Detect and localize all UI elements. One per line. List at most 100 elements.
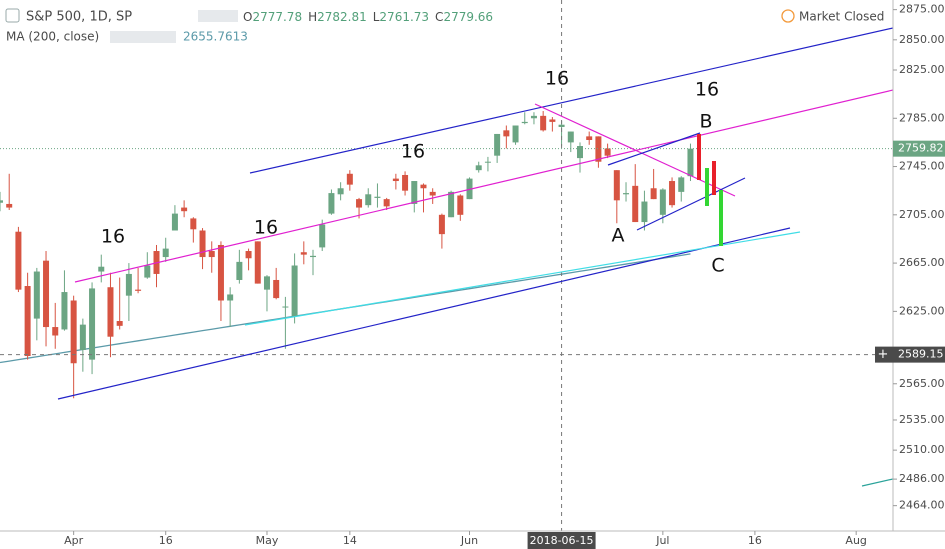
candle-body — [420, 184, 427, 189]
candle-body — [586, 136, 593, 140]
trend-line — [861, 478, 894, 487]
candle-body — [135, 289, 142, 291]
axes: 2875.00 2850.00 2825.00 2785.00 2745.00 2705.… — [64, 3, 945, 549]
ohlc-value: 2782.81 — [317, 10, 367, 24]
indicator-name: MA (200, close) — [6, 30, 99, 44]
candle-body — [319, 224, 326, 248]
trend-line — [74, 89, 894, 283]
candle-body — [52, 327, 59, 336]
candle-body — [402, 174, 409, 191]
trend-line — [607, 132, 701, 166]
header: S&P 500, 1D, SP O2777.78 H2782.81 L2761.73… — [5, 8, 884, 44]
candle-body — [567, 131, 574, 143]
candle-body — [337, 188, 344, 195]
x-tick-label: Apr — [64, 534, 84, 547]
x-tick-label: May — [256, 534, 279, 547]
y-tick-label: 2486.00 — [899, 472, 945, 485]
trend-line — [636, 177, 746, 231]
candle-body — [613, 170, 620, 201]
collapse-icon[interactable] — [5, 8, 20, 23]
annotation: 16 — [101, 226, 125, 248]
trend-line — [249, 27, 894, 174]
ohlc-value: 2777.78 — [252, 10, 302, 24]
candle-body — [24, 286, 31, 357]
candle-body — [107, 287, 114, 337]
toolbar-icons[interactable] — [110, 31, 176, 43]
candle-body — [503, 130, 510, 137]
candle-body — [530, 115, 537, 119]
candle-body — [282, 306, 289, 308]
x-tick-label: Jul — [655, 534, 669, 547]
y-tick-label: 2535.00 — [899, 413, 945, 426]
y-tick-label: 2510.00 — [899, 443, 945, 456]
y-tick-label: 2875.00 — [899, 3, 945, 16]
candle-body — [576, 146, 583, 159]
candle-body — [604, 148, 611, 156]
trend-line — [534, 103, 736, 197]
candle-body — [328, 193, 335, 214]
candle-body — [181, 207, 188, 212]
candle-body — [310, 255, 317, 258]
candle-body — [411, 181, 418, 204]
y-tick-label: 2705.00 — [899, 208, 945, 221]
candle-body — [291, 265, 298, 317]
candle-body — [0, 200, 3, 203]
candle-body — [429, 191, 436, 196]
plot-area — [0, 0, 893, 531]
candle-body — [650, 188, 657, 200]
y-tick-label: 2785.00 — [899, 111, 945, 124]
candle-body — [392, 178, 399, 182]
candle-body — [475, 165, 482, 171]
trend-line — [244, 231, 801, 326]
candle-body — [300, 252, 307, 255]
candle-body — [162, 248, 169, 258]
candle-body — [199, 230, 206, 258]
y-tick-label: 2464.00 — [899, 499, 945, 512]
candle-body — [254, 241, 261, 284]
candle-body — [227, 294, 234, 301]
x-tick-label: 16 — [748, 534, 762, 547]
candle-body — [89, 288, 96, 360]
candle-body — [669, 181, 676, 206]
ohlc-value: 2779.66 — [443, 10, 493, 24]
trend-line — [57, 227, 791, 400]
annotation: C — [711, 255, 724, 277]
y-tick-label: 2745.00 — [899, 160, 945, 173]
candle-body — [383, 199, 390, 207]
market-status: Market Closed — [799, 10, 884, 24]
x-tick-label: 14 — [343, 534, 357, 547]
candle-body — [263, 276, 270, 290]
ohlc-value: 2761.73 — [379, 10, 429, 24]
annotation: B — [699, 111, 712, 133]
last-price-box — [893, 140, 945, 157]
candle-body — [678, 177, 685, 192]
annotation: 16 — [401, 141, 425, 163]
candle-body — [438, 214, 445, 235]
candle-body — [374, 196, 381, 198]
candle-body — [659, 189, 666, 215]
candle-body — [33, 271, 40, 319]
last-price-label: 2759.82 — [898, 142, 944, 155]
candle-body — [98, 266, 105, 272]
ohlc-letter: L — [373, 10, 380, 24]
candle-body — [144, 265, 151, 278]
candle-body — [512, 125, 519, 143]
status-icon — [781, 9, 795, 23]
candle-body — [641, 201, 648, 223]
candle-body — [457, 195, 464, 215]
toolbar-icons[interactable] — [198, 10, 238, 22]
candle-body — [70, 300, 77, 364]
candle-body — [540, 115, 547, 131]
candle-body — [448, 191, 455, 218]
candle-body — [6, 203, 13, 208]
candle-body — [356, 199, 363, 208]
annotation: 16 — [545, 68, 569, 90]
ohlc-readout: O2777.78 H2782.81 L2761.73 C2779.66 — [243, 10, 493, 24]
y-tick-label: 2825.00 — [899, 63, 945, 76]
candle-body — [494, 133, 501, 156]
candle-body — [217, 244, 224, 301]
candle-body — [61, 292, 68, 330]
x-tick-label: Aug — [845, 534, 866, 547]
candle-body — [116, 321, 123, 326]
